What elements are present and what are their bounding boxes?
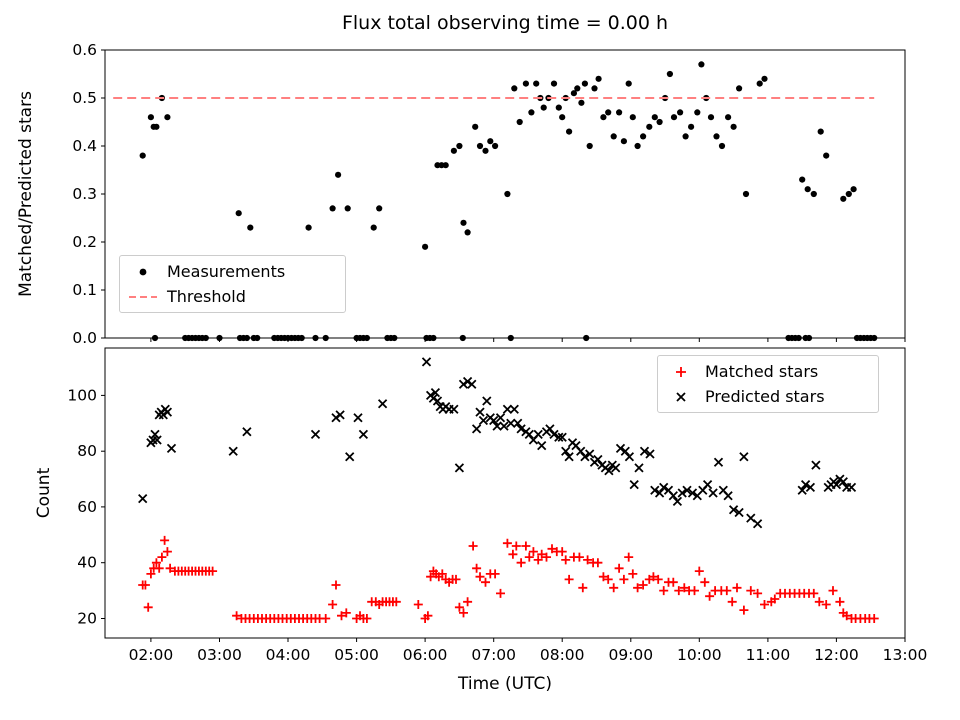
bottom-plot-legend: Matched stars Predicted stars — [657, 355, 879, 414]
dot-marker-icon — [139, 268, 147, 275]
legend-row-measurements: Measurements — [128, 262, 333, 281]
svg-text:0.4: 0.4 — [72, 137, 97, 155]
x-marker-icon — [676, 392, 686, 402]
svg-text:60: 60 — [77, 498, 97, 516]
top-subplot: 0.0 0.1 0.2 0.3 0.4 0.5 0.6 — [72, 41, 906, 347]
svg-text:02:00: 02:00 — [129, 646, 174, 664]
svg-text:0.3: 0.3 — [72, 185, 97, 203]
svg-text:11:00: 11:00 — [746, 646, 791, 664]
legend-row-predicted-stars: Predicted stars — [666, 387, 866, 406]
svg-text:03:00: 03:00 — [197, 646, 242, 664]
legend-label-matched-stars: Matched stars — [705, 362, 819, 381]
legend-label-measurements: Measurements — [167, 262, 286, 281]
svg-text:10:00: 10:00 — [677, 646, 722, 664]
chart-title: Flux total observing time = 0.00 h — [341, 12, 669, 34]
x-axis-label: Time (UTC) — [458, 674, 552, 694]
svg-text:07:00: 07:00 — [471, 646, 516, 664]
svg-text:20: 20 — [77, 610, 97, 628]
svg-text:0.0: 0.0 — [72, 329, 97, 347]
legend-row-threshold: Threshold — [128, 287, 333, 306]
top-plot-legend: Measurements Threshold — [119, 255, 346, 314]
svg-text:0.2: 0.2 — [72, 233, 97, 251]
svg-text:0.1: 0.1 — [72, 281, 97, 299]
legend-row-matched-stars: Matched stars — [666, 362, 866, 381]
svg-text:04:00: 04:00 — [266, 646, 311, 664]
bottom-subplot: 02:00 03:00 04:00 05:00 06:00 07:00 08:00 09:00… — [67, 347, 928, 664]
top-y-axis-label: Matched/Predicted stars — [16, 91, 36, 297]
svg-text:40: 40 — [77, 554, 97, 572]
svg-text:0.6: 0.6 — [72, 41, 97, 59]
bottom-y-axis-label: Count — [34, 467, 54, 519]
svg-text:0.5: 0.5 — [72, 89, 97, 107]
svg-text:06:00: 06:00 — [403, 646, 448, 664]
legend-label-threshold: Threshold — [167, 287, 246, 307]
plus-marker-icon — [676, 366, 686, 377]
svg-text:05:00: 05:00 — [334, 646, 379, 664]
svg-text:08:00: 08:00 — [540, 646, 585, 664]
svg-text:12:00: 12:00 — [814, 646, 859, 664]
svg-text:13:00: 13:00 — [883, 646, 928, 664]
legend-label-predicted-stars: Predicted stars — [705, 387, 825, 407]
svg-text:100: 100 — [67, 386, 97, 404]
dashed-line-icon — [129, 295, 157, 298]
svg-text:09:00: 09:00 — [608, 646, 653, 664]
svg-text:80: 80 — [77, 442, 97, 460]
